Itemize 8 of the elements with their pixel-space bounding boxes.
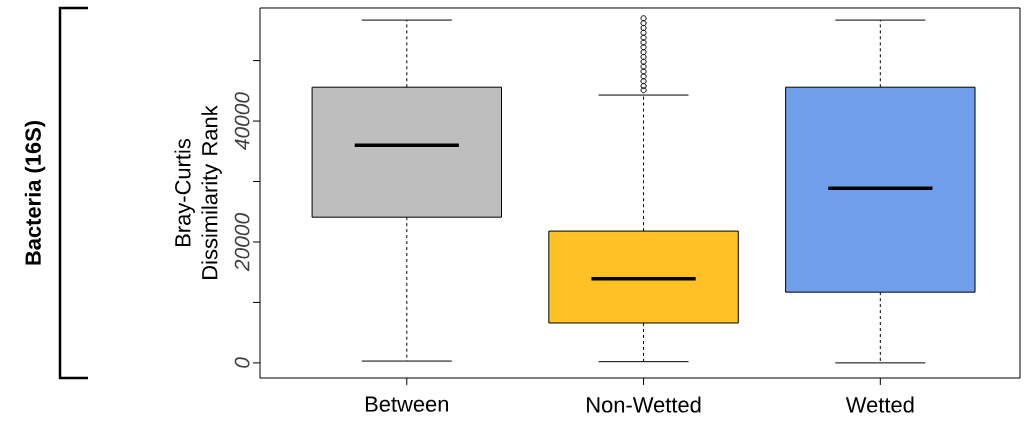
y-tick-label: 20000 (234, 213, 250, 272)
y-axis-title: Bray-Curtis Dissimilarity Rank (174, 105, 222, 279)
x-tick-label: Non-Wetted (587, 396, 701, 413)
y-tick-label: 40000 (234, 92, 250, 151)
x-tick-label: Wetted (845, 396, 914, 413)
x-tick-label: Between (365, 396, 449, 412)
y-tick-label: 0 (234, 357, 250, 368)
text: Bacteria (16S) (24, 121, 46, 265)
